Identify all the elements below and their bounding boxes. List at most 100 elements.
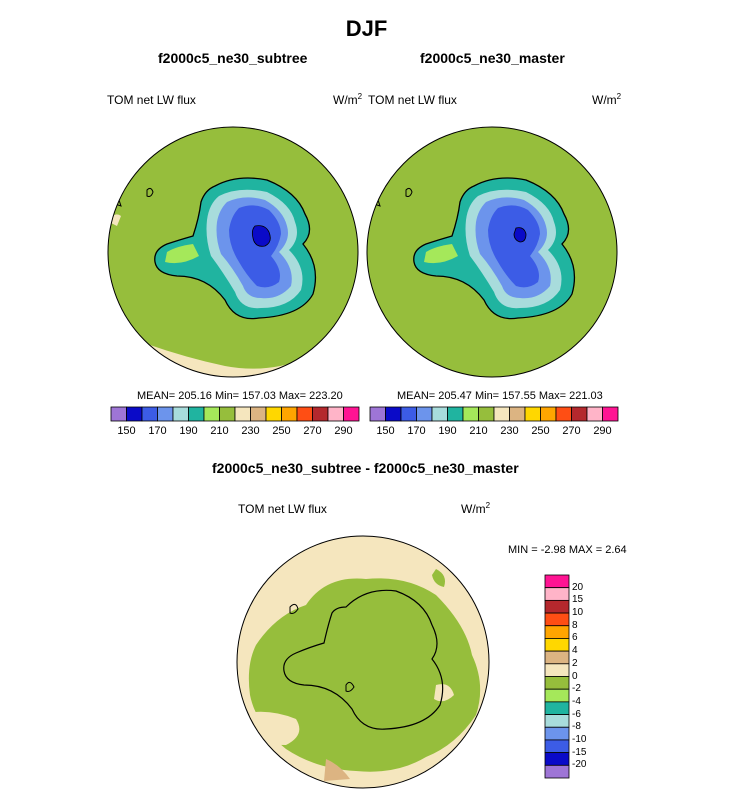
panel-1-colorbar <box>110 406 360 422</box>
colorbar-swatch <box>385 406 402 422</box>
colorbar-swatch <box>219 406 236 422</box>
colorbar-tick-label: -4 <box>572 695 581 707</box>
map-negative-region <box>250 679 270 697</box>
colorbar-swatch <box>544 612 570 627</box>
colorbar-tick-label: -10 <box>572 733 587 745</box>
colorbar-tick-label: 2 <box>572 657 578 669</box>
colorbar-tick-label: 190 <box>438 425 457 437</box>
map-contour-band <box>424 244 458 264</box>
colorbar-swatch <box>416 406 433 422</box>
colorbar-swatch <box>544 625 570 639</box>
map-positive-region <box>296 551 332 575</box>
colorbar-tick-label: 290 <box>593 425 612 437</box>
colorbar-swatch <box>369 406 386 422</box>
colorbar-tick-label: 8 <box>572 619 578 631</box>
colorbar-swatch <box>141 406 158 422</box>
colorbar-tick-label: 0 <box>572 670 578 682</box>
map-positive-region <box>324 759 350 781</box>
colorbar-tick-label: -20 <box>572 759 587 771</box>
colorbar-swatch <box>586 406 603 422</box>
panel-3-title: f2000c5_ne30_subtree - f2000c5_ne30_mast… <box>212 460 519 476</box>
colorbar-swatch <box>188 406 205 422</box>
colorbar-swatch <box>544 688 570 703</box>
panel-1-title: f2000c5_ne30_subtree <box>158 50 308 66</box>
colorbar-tick-label: -2 <box>572 683 581 695</box>
map-coastline <box>283 589 444 730</box>
colorbar-swatch <box>544 663 570 677</box>
colorbar-swatch <box>172 406 189 422</box>
colorbar-swatch <box>431 406 448 422</box>
colorbar-swatch <box>312 406 329 422</box>
colorbar-tick-label: 6 <box>572 632 578 644</box>
panel-1-colorbar-ticks: 150 170 190 210 230 250 270 290 <box>111 425 359 439</box>
colorbar-tick-label: 10 <box>572 607 584 619</box>
colorbar-swatch <box>478 406 495 422</box>
map-contour-band <box>488 205 540 288</box>
colorbar-tick-label: 210 <box>469 425 488 437</box>
colorbar-swatch <box>544 701 570 715</box>
map-coastline <box>405 187 413 197</box>
map-negative-region <box>248 578 481 772</box>
colorbar-swatch <box>544 726 570 741</box>
panel-1-stats: MEAN= 205.16 Min= 157.03 Max= 223.20 <box>137 390 343 402</box>
colorbar-swatch <box>157 406 174 422</box>
colorbar-swatch <box>509 406 526 422</box>
panel-2-stats: MEAN= 205.47 Min= 157.55 Max= 221.03 <box>397 390 603 402</box>
colorbar-swatch <box>447 406 464 422</box>
colorbar-tick-label: 270 <box>303 425 322 437</box>
colorbar-swatch <box>544 638 570 652</box>
colorbar-swatch <box>296 406 313 422</box>
map-positive-region <box>382 545 405 568</box>
colorbar-swatch <box>540 406 557 422</box>
map-coastline <box>345 681 355 692</box>
panel-2-colorbar <box>369 406 619 422</box>
panel-3-map <box>236 535 490 789</box>
panel-1-variable-label: TOM net LW flux <box>107 93 196 107</box>
colorbar-swatch <box>524 406 541 422</box>
colorbar-tick-label: 290 <box>334 425 353 437</box>
colorbar-swatch <box>544 752 570 766</box>
panel-3-colorbar-ticks: 20 15 10 8 6 4 2 0 -2 -4 -6 -8 -10 -15 -20 <box>572 575 602 778</box>
colorbar-tick-label: -6 <box>572 708 581 720</box>
colorbar-swatch <box>110 406 127 422</box>
colorbar-swatch <box>544 739 570 754</box>
map-contour-band <box>165 244 199 264</box>
colorbar-tick-label: 170 <box>148 425 167 437</box>
colorbar-swatch <box>544 574 570 589</box>
map-contour-band <box>229 205 281 288</box>
colorbar-swatch <box>250 406 267 422</box>
colorbar-swatch <box>544 650 570 665</box>
colorbar-swatch <box>571 406 588 422</box>
map-positive-region <box>266 603 286 617</box>
colorbar-swatch <box>555 406 572 422</box>
colorbar-tick-label: -15 <box>572 746 587 758</box>
page-title: DJF <box>345 16 388 41</box>
panel-2-variable-label: TOM net LW flux <box>368 93 457 107</box>
colorbar-swatch <box>544 764 570 779</box>
colorbar-tick-label: 150 <box>376 425 395 437</box>
colorbar-swatch <box>234 406 251 422</box>
colorbar-swatch <box>281 406 298 422</box>
panel-3-stats: MIN = -2.98 MAX = 2.64 <box>508 544 627 556</box>
colorbar-swatch <box>462 406 479 422</box>
colorbar-swatch <box>400 406 417 422</box>
colorbar-tick-label: 15 <box>572 594 584 606</box>
colorbar-swatch <box>544 714 570 728</box>
map-contour-core <box>251 225 271 247</box>
colorbar-tick-label: 250 <box>272 425 291 437</box>
panel-3-colorbar <box>544 574 570 779</box>
panel-1-map <box>107 126 359 378</box>
panel-2-colorbar-ticks: 150 170 190 210 230 250 270 290 <box>370 425 618 439</box>
colorbar-swatch <box>327 406 344 422</box>
colorbar-tick-label: 210 <box>210 425 229 437</box>
colorbar-swatch <box>544 599 570 614</box>
colorbar-tick-label: 270 <box>562 425 581 437</box>
map-coastline <box>146 187 154 197</box>
panel-3-units: W/m2 <box>461 501 491 517</box>
map-positive-region <box>434 684 454 702</box>
colorbar-swatch <box>493 406 510 422</box>
colorbar-tick-label: 250 <box>531 425 550 437</box>
panel-2-title: f2000c5_ne30_master <box>420 50 565 66</box>
colorbar-tick-label: 230 <box>241 425 260 437</box>
colorbar-tick-label: 190 <box>179 425 198 437</box>
